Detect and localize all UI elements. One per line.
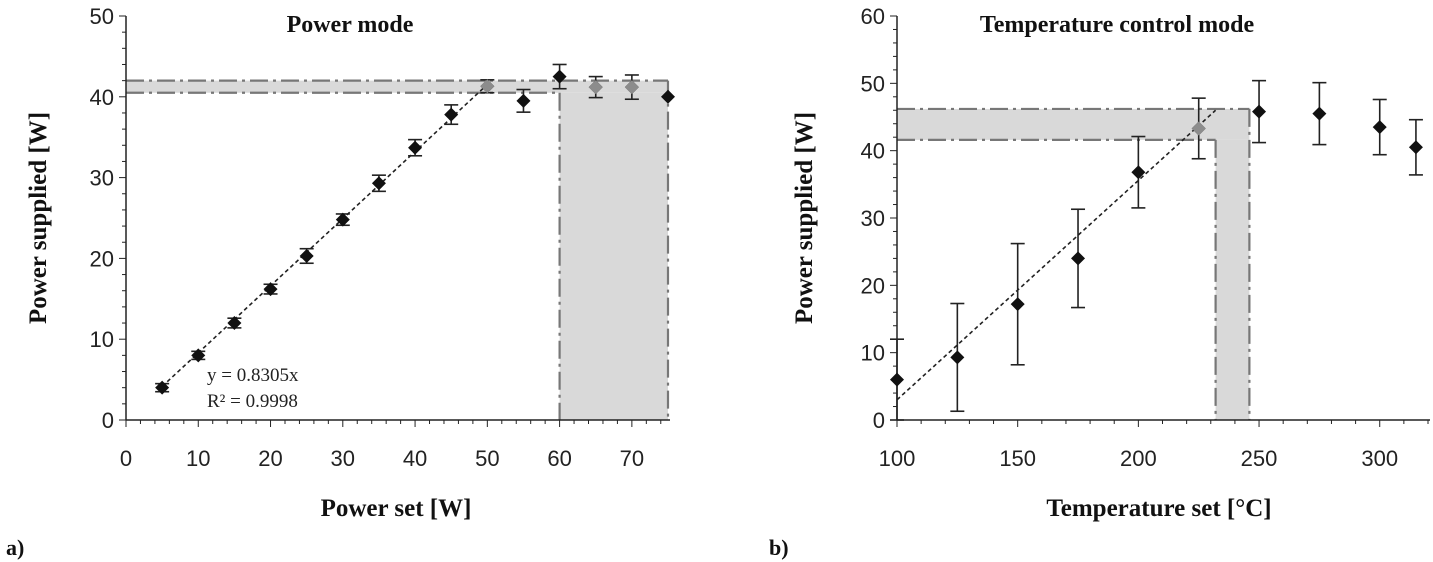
y-tick-label: 0 bbox=[873, 408, 885, 433]
x-tick-label: 60 bbox=[547, 446, 571, 471]
y-tick-label: 50 bbox=[90, 4, 114, 29]
fit-equation: R² = 0.9998 bbox=[207, 391, 298, 412]
y-tick-label: 60 bbox=[861, 4, 885, 29]
x-tick-label: 50 bbox=[475, 446, 499, 471]
panel-label: b) bbox=[769, 535, 789, 560]
panel-label: a) bbox=[6, 535, 24, 560]
data-point bbox=[552, 69, 567, 84]
data-point bbox=[444, 107, 459, 122]
trendline bbox=[161, 83, 488, 388]
data-point bbox=[516, 93, 531, 108]
y-axis-label: Power supplied [W] bbox=[791, 112, 818, 324]
data-point bbox=[1312, 106, 1327, 121]
x-tick-label: 30 bbox=[331, 446, 355, 471]
data-point bbox=[1408, 140, 1423, 155]
y-tick-label: 10 bbox=[861, 341, 885, 366]
data-point bbox=[299, 248, 314, 263]
data-point bbox=[1252, 104, 1267, 119]
x-tick-label: 100 bbox=[879, 446, 916, 471]
band-horizontal bbox=[126, 80, 668, 93]
y-tick-label: 40 bbox=[90, 85, 114, 110]
trendline bbox=[896, 109, 1217, 401]
y-tick-label: 10 bbox=[90, 327, 114, 352]
chart-title: Temperature control mode bbox=[980, 12, 1255, 38]
x-tick-label: 0 bbox=[120, 446, 132, 471]
x-tick-label: 20 bbox=[258, 446, 282, 471]
data-point bbox=[890, 372, 904, 387]
chart-title: Power mode bbox=[287, 12, 414, 38]
data-point bbox=[480, 79, 495, 94]
band-horizontal bbox=[897, 108, 1250, 140]
band-vertical bbox=[559, 92, 668, 420]
x-tick-label: 150 bbox=[999, 446, 1036, 471]
y-tick-label: 40 bbox=[861, 139, 885, 164]
y-axis-label: Power supplied [W] bbox=[25, 112, 52, 324]
data-point bbox=[588, 80, 603, 95]
band-vertical bbox=[1215, 139, 1250, 421]
data-point bbox=[408, 140, 423, 155]
y-tick-label: 50 bbox=[861, 71, 885, 96]
fit-equation: y = 0.8305x bbox=[207, 365, 299, 386]
y-tick-label: 20 bbox=[90, 246, 114, 271]
data-point bbox=[1191, 121, 1206, 136]
x-axis-label: Power set [W] bbox=[321, 495, 472, 522]
data-point bbox=[624, 80, 639, 95]
x-axis-label: Temperature set [°C] bbox=[1046, 495, 1271, 522]
x-tick-label: 70 bbox=[620, 446, 644, 471]
data-point bbox=[155, 380, 170, 395]
data-point bbox=[661, 89, 675, 104]
data-point bbox=[335, 212, 350, 227]
x-tick-label: 250 bbox=[1241, 446, 1278, 471]
data-point bbox=[1372, 120, 1387, 135]
data-point bbox=[950, 350, 965, 365]
y-tick-label: 30 bbox=[861, 206, 885, 231]
x-tick-label: 300 bbox=[1361, 446, 1398, 471]
data-point bbox=[371, 176, 386, 191]
x-tick-label: 200 bbox=[1120, 446, 1157, 471]
x-tick-label: 10 bbox=[186, 446, 210, 471]
x-tick-label: 40 bbox=[403, 446, 427, 471]
y-tick-label: 20 bbox=[861, 273, 885, 298]
data-point bbox=[1071, 251, 1086, 266]
y-tick-label: 0 bbox=[102, 408, 114, 433]
data-point bbox=[1131, 165, 1146, 180]
data-point bbox=[1010, 297, 1025, 312]
data-point bbox=[191, 348, 206, 363]
data-point bbox=[263, 282, 278, 297]
y-tick-label: 30 bbox=[90, 166, 114, 191]
data-point bbox=[227, 316, 242, 331]
